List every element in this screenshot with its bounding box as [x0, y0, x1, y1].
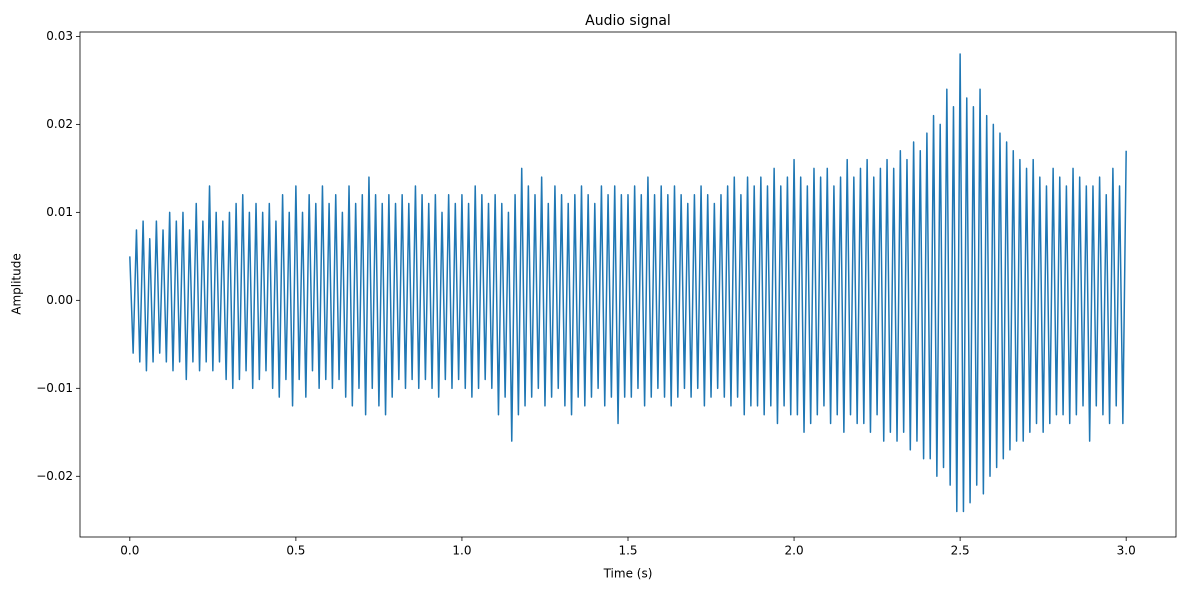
x-tick-label: 3.0 — [1117, 544, 1136, 558]
x-tick-label: 1.5 — [618, 544, 637, 558]
x-tick-label: 2.0 — [785, 544, 804, 558]
y-tick-label: 0.00 — [46, 293, 73, 307]
y-tick-label: −0.02 — [36, 469, 73, 483]
y-axis-label: Amplitude — [10, 253, 24, 315]
y-tick-label: 0.01 — [46, 205, 73, 219]
y-tick-label: 0.02 — [46, 117, 73, 131]
x-tick-label: 0.0 — [120, 544, 139, 558]
x-tick-label: 0.5 — [286, 544, 305, 558]
x-tick-label: 1.0 — [452, 544, 471, 558]
y-tick-label: 0.03 — [46, 29, 73, 43]
y-tick-label: −0.01 — [36, 381, 73, 395]
x-axis-label: Time (s) — [603, 567, 653, 581]
signal-line — [129, 53, 1127, 513]
x-tick-label: 2.5 — [951, 544, 970, 558]
chart-title: Audio signal — [585, 13, 671, 29]
